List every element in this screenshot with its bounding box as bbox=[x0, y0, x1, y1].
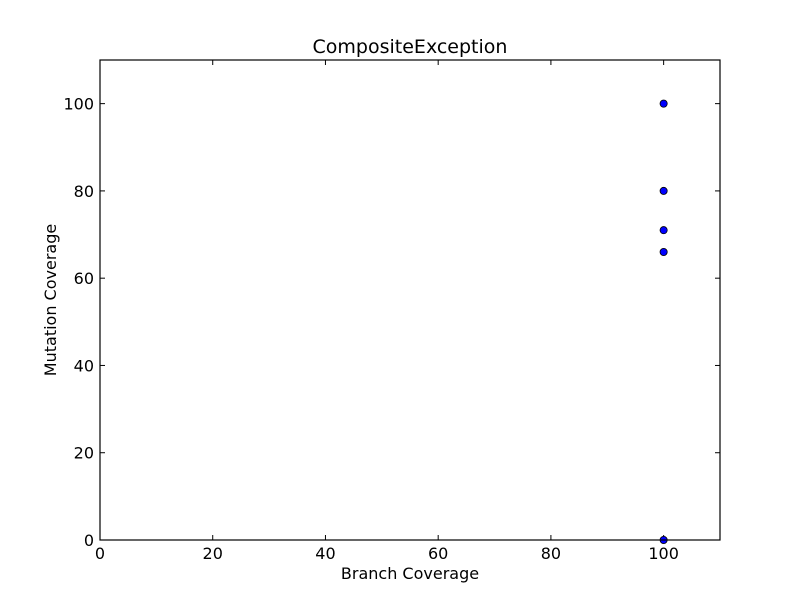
x-tick-label: 0 bbox=[95, 544, 105, 563]
data-points bbox=[659, 99, 668, 545]
data-point bbox=[659, 186, 668, 195]
y-tick-label: 0 bbox=[84, 531, 94, 550]
x-tick-label: 60 bbox=[428, 544, 448, 563]
data-point bbox=[659, 226, 668, 235]
y-tick-label: 100 bbox=[63, 95, 94, 114]
chart-title: CompositeException bbox=[313, 36, 508, 58]
data-point bbox=[659, 99, 668, 108]
x-tick-label: 80 bbox=[541, 544, 561, 563]
data-point bbox=[659, 247, 668, 256]
axis-ticks: 0 20 40 60 80 100 0 20 40 60 80 100 bbox=[63, 60, 720, 563]
y-tick-label: 60 bbox=[74, 269, 94, 288]
x-tick-label: 20 bbox=[203, 544, 223, 563]
y-tick-label: 40 bbox=[74, 356, 94, 375]
plot-area bbox=[100, 60, 720, 540]
y-tick-label: 20 bbox=[74, 444, 94, 463]
plot-frame bbox=[99, 59, 721, 541]
x-axis-label: Branch Coverage bbox=[341, 564, 479, 583]
x-tick-label: 100 bbox=[648, 544, 679, 563]
x-tick-label: 40 bbox=[315, 544, 335, 563]
y-tick-label: 80 bbox=[74, 182, 94, 201]
y-axis-label: Mutation Coverage bbox=[41, 224, 60, 376]
